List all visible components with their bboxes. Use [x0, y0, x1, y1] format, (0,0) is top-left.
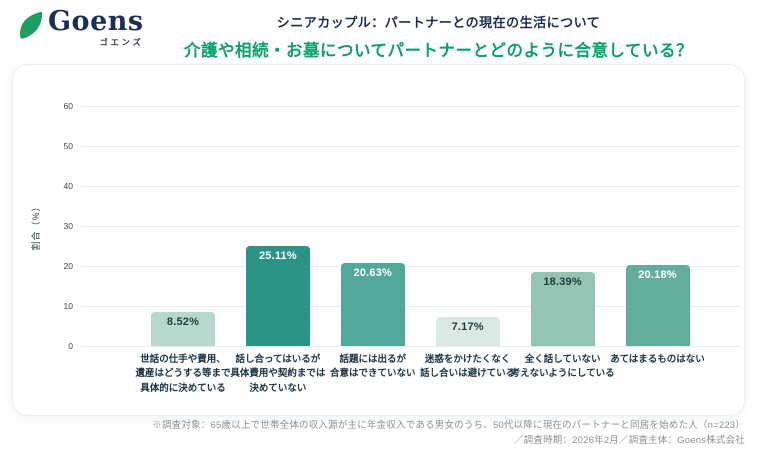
y-tick-label: 0	[68, 341, 73, 351]
logo-kana: ゴエンズ	[99, 38, 144, 48]
gridline	[81, 346, 741, 347]
y-tick-label: 60	[63, 101, 73, 111]
chart-card: 割合（%） 0 10 20 30 40 50 60 8.52% 25.11% 20.63% 7.17…	[12, 64, 745, 416]
bar: 18.39%	[530, 272, 595, 346]
survey-notes: ※調査対象：65歳以上で世帯全体の収入源が主に年金収入である男女のうち、50代以…	[152, 419, 745, 448]
survey-note-line2: ／調査時期：2026年2月／調査主体：Goens株式会社	[513, 434, 745, 446]
bar-value-label: 20.63%	[353, 267, 393, 280]
gridline	[81, 106, 741, 107]
gridline	[81, 306, 741, 307]
survey-note-line1: ※調査対象：65歳以上で世帯全体の収入源が主に年金収入である男女のうち、50代以…	[152, 420, 745, 431]
y-tick-label: 40	[63, 181, 73, 191]
x-category-label: 世話の仕手や費用、 遺産はどうする等まで 具体的に決めている	[135, 354, 231, 394]
logo-wordmark: Goens	[48, 6, 144, 37]
gridline	[81, 186, 741, 187]
gridline	[81, 266, 741, 267]
bar-value-label: 7.17%	[451, 321, 484, 334]
gridline	[81, 146, 741, 147]
bar: 20.63%	[340, 263, 405, 346]
y-tick-label: 10	[63, 301, 73, 311]
bar: 7.17%	[435, 317, 500, 346]
page-title: シニアカップル：パートナーとの現在の生活について	[276, 15, 601, 30]
bar: 8.52%	[151, 311, 215, 346]
x-category-label: 迷惑をかけたくなく 話し合いは避けている	[420, 354, 516, 380]
bar: 25.11%	[245, 245, 310, 346]
y-tick-label: 20	[63, 261, 73, 271]
plot-area: 割合（%） 0 10 20 30 40 50 60 8.52% 25.11% 20.63% 7.17…	[31, 101, 741, 351]
x-category-label: あてはまるものはない	[610, 354, 705, 365]
bar: 20.18%	[625, 265, 690, 346]
gridline	[81, 226, 741, 227]
leaf-icon	[20, 12, 43, 39]
header: シニアカップル：パートナーとの現在の生活について 介護や相続・お墓についてパート…	[128, 12, 749, 61]
x-category-label: 話題には出るが 合意はできていない	[330, 354, 416, 380]
bar-value-label: 18.39%	[543, 276, 582, 289]
bar-value-label: 20.18%	[638, 269, 677, 282]
x-category-label: 話し合ってはいるが 具体費用や契約までは 決めていない	[230, 354, 326, 394]
bar-value-label: 8.52%	[166, 315, 200, 328]
logo: Goens ゴエンズ	[18, 6, 144, 48]
y-tick-label: 50	[63, 141, 73, 151]
page-subtitle: 介護や相続・お墓についてパートナーとどのように合意している？	[183, 42, 693, 60]
x-category-label: 全く話していない 考えないようにしている	[510, 354, 615, 380]
y-tick-label: 30	[63, 221, 73, 231]
bar-value-label: 25.11%	[258, 249, 297, 262]
